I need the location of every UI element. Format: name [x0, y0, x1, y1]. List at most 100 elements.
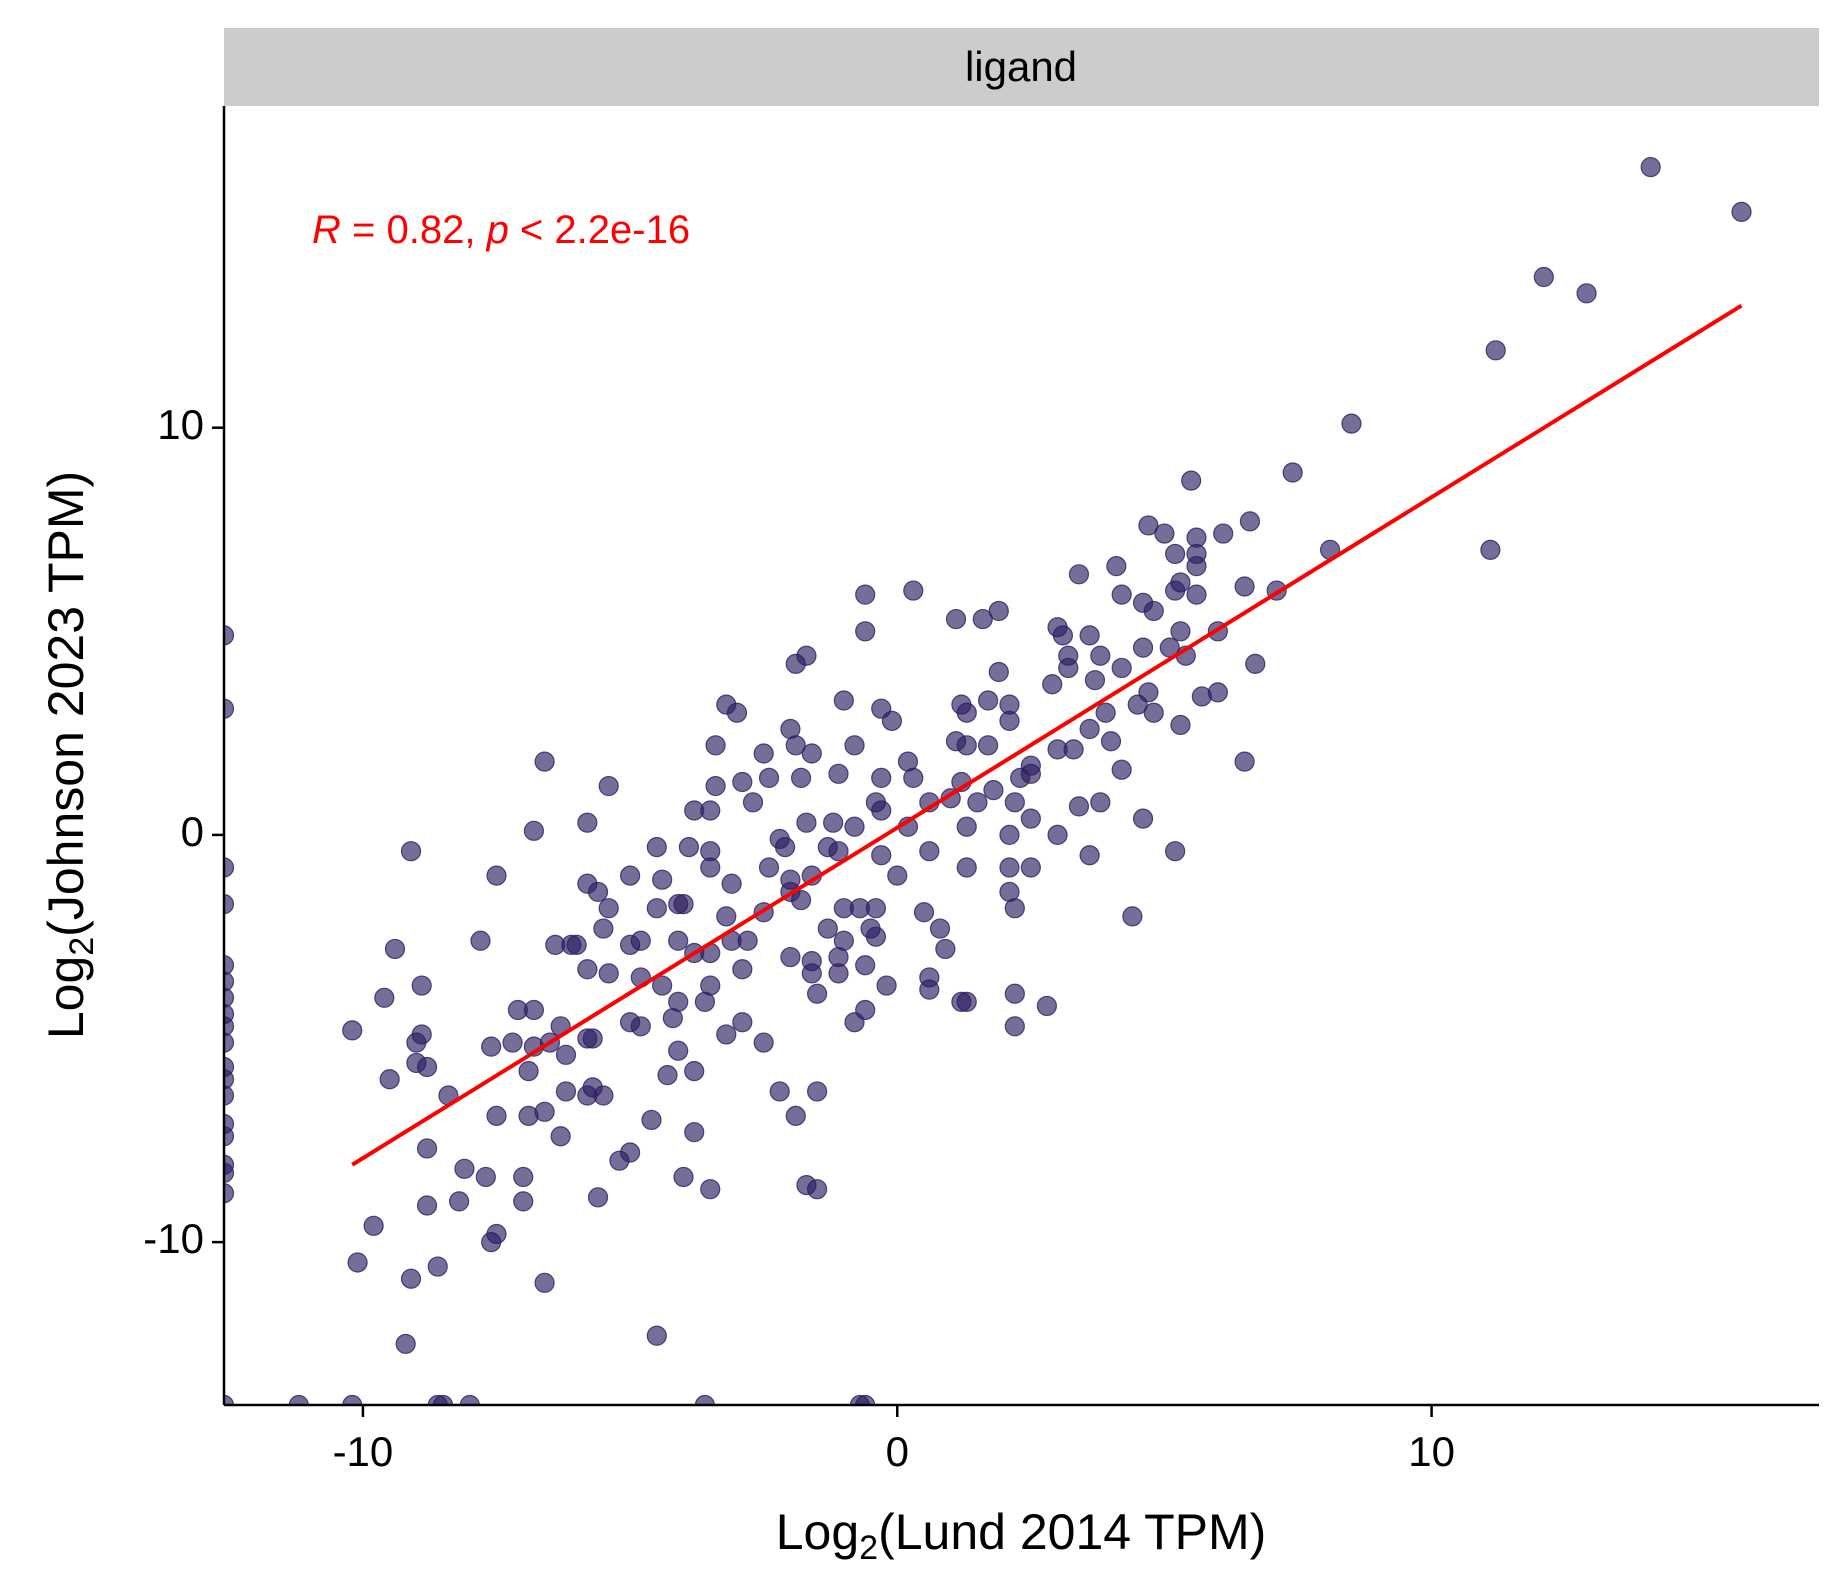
point [630, 930, 651, 951]
point [753, 743, 774, 764]
point [1058, 657, 1079, 679]
point [678, 837, 699, 858]
point [1068, 564, 1090, 585]
point [726, 702, 748, 723]
point [737, 930, 758, 951]
point [416, 1056, 438, 1078]
point [967, 792, 988, 813]
x-title-main: Log [776, 1504, 859, 1560]
point [374, 987, 395, 1008]
point [817, 918, 838, 939]
point [384, 938, 406, 960]
point [828, 763, 849, 784]
point [577, 812, 598, 833]
point [1480, 539, 1501, 560]
x-tick-label: -10 [333, 1428, 394, 1475]
point [758, 857, 780, 878]
point [555, 1081, 577, 1102]
point [913, 902, 935, 923]
point [224, 698, 235, 719]
point [587, 881, 609, 903]
point [395, 1333, 416, 1355]
point [1165, 543, 1186, 565]
point [790, 767, 812, 788]
point [416, 1195, 438, 1216]
point [1234, 576, 1255, 597]
point [903, 580, 924, 601]
point [935, 938, 956, 960]
point [454, 1158, 475, 1179]
point [1090, 645, 1111, 666]
point [523, 820, 545, 841]
point [999, 710, 1020, 731]
point [1004, 1016, 1025, 1037]
point [716, 906, 737, 927]
point [1020, 857, 1041, 878]
point [1004, 983, 1025, 1004]
point [400, 841, 422, 862]
point [844, 735, 865, 756]
point [1234, 751, 1255, 772]
point [1122, 906, 1143, 927]
point [1138, 515, 1159, 536]
point [1020, 808, 1041, 829]
point [598, 775, 619, 797]
y-title-rest: (Johnson 2023 TPM) [38, 471, 94, 937]
point [224, 955, 235, 976]
point [983, 780, 1004, 801]
point [619, 865, 641, 886]
point [459, 1394, 480, 1405]
point [673, 894, 694, 915]
point [919, 841, 940, 862]
point [224, 971, 235, 992]
point [224, 1126, 235, 1147]
point [871, 800, 892, 821]
point [400, 1268, 422, 1289]
point [700, 857, 721, 878]
point [427, 1256, 448, 1277]
point [288, 1394, 309, 1405]
point [1079, 625, 1100, 646]
point [1079, 845, 1100, 866]
point [823, 812, 844, 833]
point [951, 991, 972, 1012]
point [379, 1069, 400, 1090]
point [224, 625, 235, 646]
point [1127, 694, 1148, 715]
point [881, 710, 903, 731]
point [694, 1394, 716, 1405]
point [518, 1060, 539, 1082]
point [716, 1024, 737, 1045]
point [598, 898, 619, 919]
point [865, 926, 886, 947]
point [956, 816, 977, 837]
x-title-sub: 2 [859, 1529, 878, 1567]
point [1010, 767, 1031, 788]
point [224, 857, 235, 878]
point [641, 1109, 662, 1131]
point [1084, 670, 1106, 691]
point [652, 869, 673, 890]
y-title-main: Log [38, 956, 94, 1039]
point [502, 1032, 523, 1053]
point [411, 1024, 432, 1045]
point [486, 865, 507, 886]
point [224, 1032, 235, 1053]
point [582, 1028, 603, 1049]
point [807, 983, 828, 1004]
fit-line [351, 303, 1743, 1167]
y-title-sub: 2 [63, 937, 101, 956]
point [534, 1272, 555, 1293]
point [1731, 201, 1752, 222]
point [801, 963, 822, 984]
point [999, 824, 1020, 846]
point [342, 1394, 363, 1405]
point [978, 690, 999, 711]
x-title-rest: (Lund 2014 TPM) [878, 1504, 1266, 1560]
point [593, 1085, 614, 1106]
point [1165, 841, 1186, 862]
point [555, 1044, 577, 1065]
point [1090, 792, 1111, 813]
point [1004, 792, 1025, 813]
